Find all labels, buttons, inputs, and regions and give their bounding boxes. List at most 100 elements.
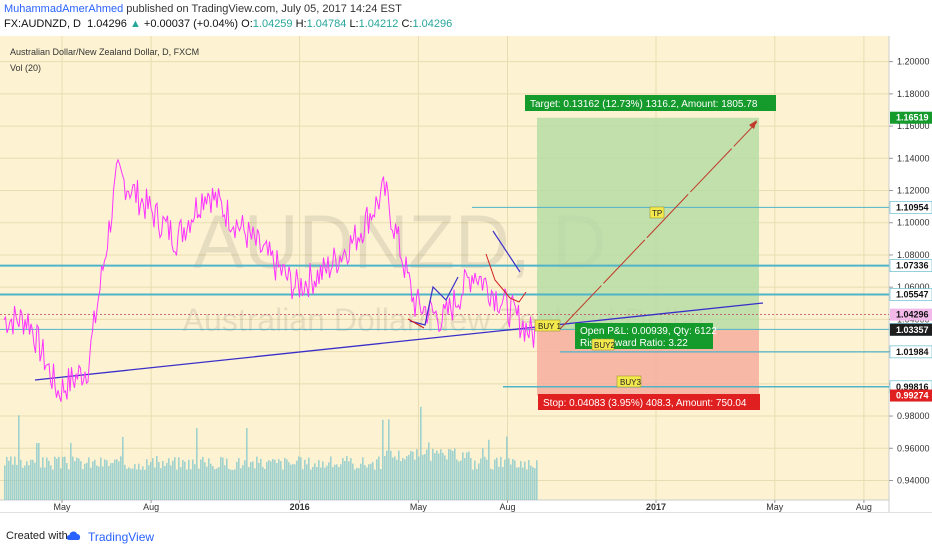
volume-bar	[288, 462, 290, 500]
volume-bar	[428, 442, 430, 500]
volume-bar	[346, 456, 348, 500]
volume-bar	[494, 459, 496, 500]
volume-bar	[380, 469, 382, 500]
volume-bar	[304, 459, 306, 500]
volume-bar	[414, 459, 416, 500]
volume-bar	[22, 467, 24, 500]
volume-bar	[320, 467, 322, 500]
price-tag-label: 1.04296	[896, 310, 929, 320]
y-tick-label: 1.10000	[897, 218, 930, 228]
volume-bar	[96, 465, 98, 500]
volume-bar	[204, 462, 206, 500]
volume-bar	[312, 466, 314, 500]
volume-bar	[514, 460, 516, 500]
volume-bar	[274, 459, 276, 500]
volume-bar	[124, 464, 126, 500]
volume-bar	[316, 467, 318, 500]
volume-bar	[126, 468, 128, 500]
volume-bar	[298, 456, 300, 500]
volume-bar	[258, 462, 260, 500]
y-tick-label: 1.14000	[897, 153, 930, 163]
x-tick-label: Aug	[143, 502, 159, 512]
volume-bar	[302, 469, 304, 500]
stop-label-box	[538, 394, 760, 410]
volume-bar	[166, 462, 168, 500]
price-chart[interactable]: AUDNZD, D Australian Dollar/New Zealand …	[0, 36, 932, 512]
volume-bar	[146, 459, 148, 500]
low-value: 1.04212	[358, 18, 399, 30]
high-label: H:	[295, 18, 307, 30]
volume-bar	[476, 468, 478, 500]
target-label-box	[525, 95, 776, 111]
x-tick-label: 2017	[646, 502, 666, 512]
volume-bar	[430, 460, 432, 500]
volume-bar	[456, 459, 458, 500]
y-tick-label: 0.98000	[897, 411, 930, 421]
y-tick-label: 1.16000	[897, 121, 930, 131]
volume-bar	[212, 466, 214, 500]
open-value: 1.04259	[252, 18, 293, 30]
volume-bar	[310, 469, 312, 500]
volume-bar	[122, 436, 124, 500]
price-tag-label: 1.01984	[896, 347, 929, 357]
volume-bar	[226, 458, 228, 500]
volume-bar	[70, 442, 72, 500]
x-tick-label: May	[766, 502, 784, 512]
price-tag-label: 1.05547	[896, 289, 929, 299]
volume-bar	[230, 469, 232, 500]
price-line	[3, 158, 536, 402]
volume-bar	[108, 466, 110, 500]
rising-trendline[interactable]	[34, 302, 764, 381]
volume-bar	[10, 456, 12, 500]
pnl-label: Open P&L: 0.00939, Qty: 6122	[580, 326, 717, 337]
open-label: O:	[241, 18, 253, 30]
volume-bar	[54, 456, 56, 500]
volume-bar	[490, 468, 492, 500]
volume-bar	[466, 452, 468, 500]
volume-bar	[484, 456, 486, 500]
price-axis-background	[889, 36, 932, 512]
x-tick-label: 2016	[290, 502, 310, 512]
volume-bar	[192, 459, 194, 500]
y-tick-label: 1.12000	[897, 186, 930, 196]
tradingview-brand-link[interactable]: TradingView	[88, 530, 155, 544]
position-zones	[537, 117, 759, 396]
x-tick-label: May	[410, 502, 428, 512]
volume-bar	[118, 461, 120, 500]
volume-bar	[350, 458, 352, 500]
volume-bar	[478, 463, 480, 500]
symbol-name: FX:AUDNZD, D	[4, 18, 81, 30]
price-change: +0.00037 (+0.04%)	[143, 18, 239, 30]
volume-bar	[136, 469, 138, 500]
volume-bar	[60, 468, 62, 500]
volume-bar	[224, 465, 226, 500]
volume-bar	[452, 451, 454, 500]
volume-bar	[332, 467, 334, 500]
volume-bar	[206, 466, 208, 500]
volume-bar	[336, 464, 338, 500]
author-link[interactable]: MuhammadAmerAhmed	[4, 3, 124, 15]
volume-bar	[200, 459, 202, 500]
volume-bar	[372, 461, 374, 500]
volume-bar	[90, 467, 92, 500]
volume-bar	[512, 458, 514, 500]
volume-bar	[232, 469, 234, 500]
pattern-zigzag-red	[485, 253, 527, 303]
volume-bar	[374, 469, 376, 500]
volume-bar	[88, 457, 90, 500]
close-value: 1.04296	[412, 18, 453, 30]
volume-bar	[318, 460, 320, 500]
price-tag-label: 0.99816	[896, 382, 929, 392]
volume-bar	[532, 467, 534, 500]
volume-bar	[38, 442, 40, 500]
falling-trendline[interactable]	[492, 230, 521, 273]
up-arrow-icon: ▲	[129, 18, 141, 30]
volume-bar	[92, 461, 94, 500]
target-label: Target: 0.13162 (12.73%) 1316.2, Amount:…	[530, 99, 758, 110]
volume-bar	[396, 459, 398, 500]
volume-bar	[158, 462, 160, 500]
volume-bar	[506, 436, 508, 500]
y-tick-label: 0.94000	[897, 476, 930, 486]
volume-bar	[208, 458, 210, 500]
volume-bar	[488, 439, 490, 500]
